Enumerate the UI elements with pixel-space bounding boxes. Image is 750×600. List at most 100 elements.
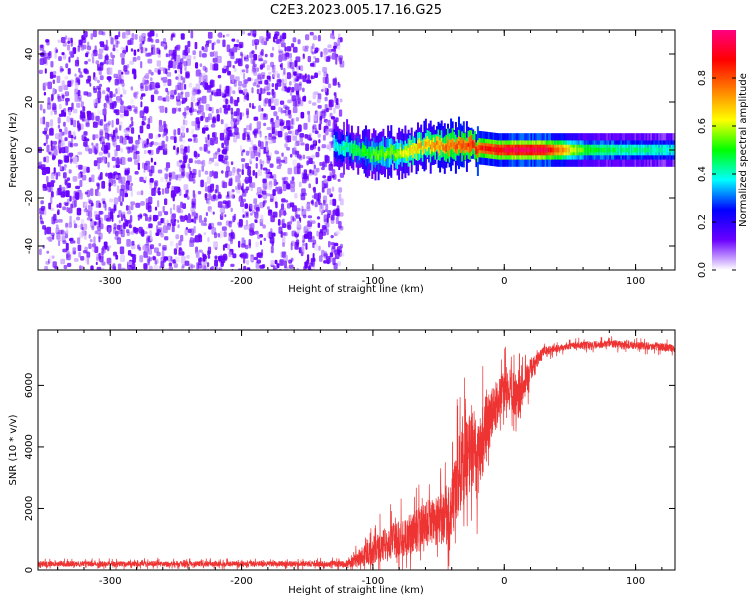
heatmap-cell bbox=[475, 147, 478, 155]
heatmap-cell bbox=[95, 115, 100, 121]
heatmap-cell bbox=[120, 100, 124, 105]
heatmap-cell bbox=[642, 147, 645, 153]
heatmap-cell bbox=[165, 135, 169, 142]
heatmap-cell bbox=[106, 60, 109, 65]
heatmap-cell bbox=[568, 147, 571, 153]
heatmap-cell bbox=[365, 148, 367, 155]
heatmap-cell bbox=[201, 75, 204, 81]
heatmap-cell bbox=[335, 230, 341, 235]
heatmap-cell bbox=[282, 242, 285, 247]
heatmap-cell bbox=[522, 147, 525, 153]
heatmap-cell bbox=[268, 132, 272, 141]
heatmap-cell bbox=[83, 223, 88, 230]
heatmap-cell bbox=[428, 140, 431, 146]
heatmap-cell bbox=[246, 259, 250, 265]
heatmap-cell bbox=[252, 82, 257, 87]
heatmap-cell bbox=[118, 174, 122, 183]
heatmap-cell bbox=[666, 147, 669, 153]
heatmap-cell bbox=[106, 93, 109, 98]
heatmap-cell bbox=[214, 247, 218, 251]
heatmap-cell bbox=[241, 112, 245, 117]
heatmap-cell bbox=[250, 212, 253, 216]
heatmap-cell bbox=[230, 96, 233, 104]
heatmap-cell bbox=[52, 145, 57, 150]
heatmap-cell bbox=[145, 160, 151, 166]
heatmap-cell bbox=[230, 98, 235, 105]
heatmap-cell bbox=[115, 254, 119, 260]
heatmap-cell bbox=[164, 143, 168, 151]
heatmap-cell bbox=[121, 157, 127, 165]
heatmap-cell bbox=[92, 121, 98, 128]
heatmap-cell bbox=[211, 195, 216, 202]
heatmap-cell bbox=[147, 150, 152, 154]
heatmap-cell bbox=[72, 196, 75, 201]
heatmap-cell bbox=[321, 110, 326, 119]
heatmap-cell bbox=[114, 78, 119, 86]
heatmap-cell bbox=[307, 55, 311, 63]
heatmap-cell bbox=[256, 88, 260, 95]
heatmap-cell bbox=[256, 121, 261, 129]
heatmap-cell bbox=[453, 142, 456, 150]
heatmap-cell bbox=[188, 158, 193, 164]
heatmap-cell bbox=[224, 214, 227, 218]
heatmap-cell bbox=[76, 237, 81, 245]
heatmap-cell bbox=[224, 139, 230, 146]
heatmap-cell bbox=[91, 174, 95, 183]
heatmap-cell bbox=[51, 94, 53, 102]
heatmap-cell bbox=[111, 120, 114, 128]
heatmap-cell bbox=[125, 127, 130, 131]
heatmap-cell bbox=[129, 215, 133, 223]
heatmap-cell bbox=[462, 140, 465, 148]
heatmap-cell bbox=[306, 201, 311, 210]
heatmap-cell bbox=[147, 37, 152, 42]
heatmap-cell bbox=[202, 255, 206, 262]
heatmap-cell bbox=[640, 147, 643, 153]
heatmap-cell bbox=[316, 98, 321, 104]
heatmap-cell bbox=[222, 204, 226, 209]
heatmap-cell bbox=[231, 51, 234, 57]
heatmap-cell bbox=[207, 250, 211, 256]
heatmap-cell bbox=[84, 257, 88, 263]
heatmap-cell bbox=[313, 55, 316, 60]
heatmap-cell bbox=[588, 147, 591, 153]
heatmap-cell bbox=[393, 151, 396, 156]
heatmap-cell bbox=[377, 154, 380, 160]
heatmap-cell bbox=[167, 181, 171, 186]
heatmap-cell bbox=[391, 147, 394, 153]
heatmap-cell bbox=[319, 161, 323, 167]
heatmap-cell bbox=[307, 114, 311, 123]
heatmap-cell bbox=[74, 82, 79, 89]
heatmap-cell bbox=[243, 178, 246, 183]
heatmap-cell bbox=[63, 84, 69, 91]
heatmap-cell bbox=[272, 267, 278, 270]
heatmap-cell bbox=[177, 92, 180, 100]
heatmap-cell bbox=[533, 147, 536, 153]
heatmap-cell bbox=[90, 33, 93, 40]
heatmap-cell bbox=[55, 49, 58, 53]
heatmap-cell bbox=[198, 106, 202, 115]
heatmap-cell bbox=[73, 42, 76, 46]
heatmap-cell bbox=[257, 252, 262, 258]
heatmap-cell bbox=[165, 53, 169, 58]
heatmap-cell bbox=[231, 189, 235, 193]
heatmap-cell bbox=[91, 53, 95, 58]
heatmap-cell bbox=[333, 208, 337, 215]
heatmap-cell bbox=[127, 157, 133, 162]
heatmap-cell bbox=[207, 150, 211, 154]
heatmap-cell bbox=[204, 170, 209, 175]
heatmap-cell bbox=[305, 34, 310, 41]
heatmap-cell bbox=[317, 93, 322, 100]
heatmap-cell bbox=[253, 63, 257, 67]
heatmap-cell bbox=[252, 67, 256, 73]
heatmap-cell bbox=[194, 160, 197, 164]
heatmap-cell bbox=[79, 265, 82, 270]
heatmap-cell bbox=[260, 164, 263, 170]
heatmap-cell bbox=[532, 147, 535, 153]
heatmap-cell bbox=[116, 214, 120, 218]
heatmap-cell bbox=[183, 193, 188, 198]
heatmap-cell bbox=[78, 68, 81, 73]
heatmap-cell bbox=[93, 88, 97, 94]
heatmap-cell bbox=[57, 124, 61, 129]
heatmap-cell bbox=[279, 64, 282, 68]
heatmap-cell bbox=[190, 109, 193, 116]
